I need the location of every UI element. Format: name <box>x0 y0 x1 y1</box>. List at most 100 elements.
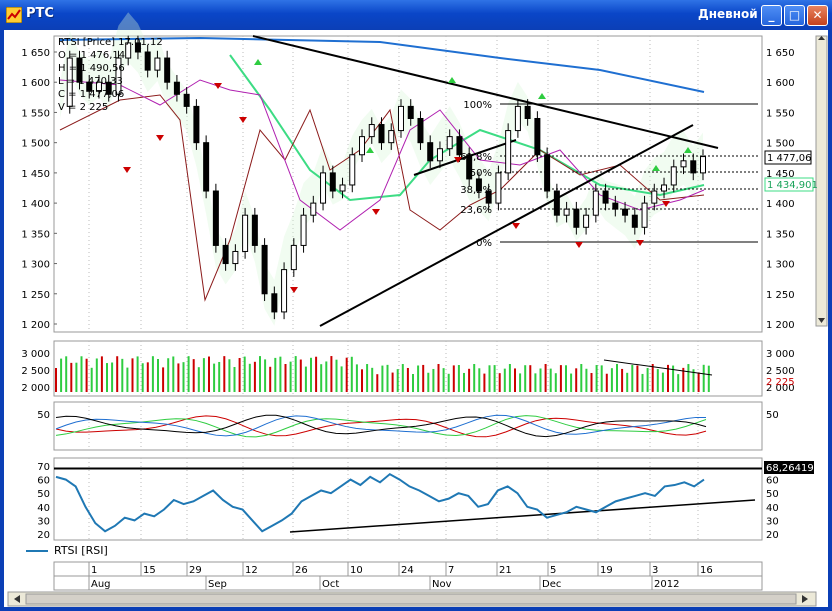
support-trendline <box>319 124 694 327</box>
ohlc-name: RTSI [Price] 17.01.12 <box>58 37 163 48</box>
oscillator-line <box>55 415 707 438</box>
fractal-down-icon <box>636 240 644 246</box>
rsi-tick-right: 30 <box>766 516 779 527</box>
price-tick-left: 1 500 <box>21 139 50 150</box>
time-day-label: 24 <box>401 565 414 576</box>
price-tick-left: 1 450 <box>21 169 50 180</box>
inner-trendline <box>413 139 517 176</box>
time-day-label: 29 <box>189 565 202 576</box>
candle-body <box>271 293 278 313</box>
candle-body <box>388 130 395 144</box>
candle-body <box>115 57 122 95</box>
time-day-label: 15 <box>143 565 156 576</box>
fib-level-label: 23,6% <box>460 205 492 216</box>
rsi-tick-right: 60 <box>766 476 779 487</box>
candle-body <box>154 57 161 71</box>
candle-body <box>222 244 229 265</box>
candle-body <box>144 51 151 71</box>
rsi-level-label: 68,26419 <box>766 463 814 474</box>
ohlc-close: C = 1 477,06 <box>58 89 125 100</box>
candle-body <box>495 172 502 204</box>
fractal-up-icon <box>684 147 692 153</box>
fractal-down-icon <box>214 83 222 89</box>
candle-body <box>427 142 434 162</box>
fib-level-label: 50% <box>470 168 492 179</box>
minimize-icon: _ <box>768 8 775 22</box>
scroll-left-icon[interactable] <box>14 595 20 603</box>
minimize-button[interactable]: _ <box>761 5 782 26</box>
time-scroll-thumb[interactable] <box>25 593 797 605</box>
scroll-up-icon[interactable] <box>818 36 825 40</box>
candle-body <box>700 156 706 174</box>
scroll-down-icon[interactable] <box>818 318 825 323</box>
chart-app-icon <box>6 7 22 23</box>
candle-body <box>407 105 414 119</box>
price-tick-right: 1 200 <box>766 320 795 331</box>
indicator-value-label: 1 434,901 <box>767 180 818 191</box>
osc-tick-left: 50 <box>37 410 50 421</box>
candle-body <box>86 81 93 92</box>
fractal-down-icon <box>156 135 164 141</box>
volume-tick-left: 2 000 <box>21 383 50 394</box>
maximize-button[interactable]: □ <box>784 5 805 26</box>
volume-bars <box>55 356 713 392</box>
candle-body <box>105 81 112 95</box>
price-panel <box>53 35 763 333</box>
candle-body <box>368 124 375 138</box>
ohlc-low: L = 1 470,33 <box>58 76 123 87</box>
oscillator-line <box>55 414 707 438</box>
fractal-down-icon <box>662 201 670 207</box>
rsi-tick-left: 50 <box>37 489 50 500</box>
candle-body <box>232 250 239 265</box>
rsi-line <box>54 467 762 533</box>
rsi-tick-left: 40 <box>37 503 50 514</box>
fractal-down-icon <box>512 223 520 229</box>
price-tick-left: 1 300 <box>21 260 50 271</box>
candle-body <box>670 166 677 186</box>
close-button[interactable]: ✕ <box>807 5 828 26</box>
fractal-up-icon <box>652 165 660 171</box>
candle-body <box>242 214 249 252</box>
ohlc-open: O = 1 476,14 <box>58 50 126 61</box>
candle-body <box>95 81 102 92</box>
fractal-down-icon <box>454 157 462 163</box>
oscillator-lines <box>55 414 707 438</box>
time-day-label: 3 <box>652 565 658 576</box>
scroll-right-icon[interactable] <box>802 595 808 603</box>
candle-body <box>212 190 219 246</box>
candle-body <box>622 208 629 216</box>
time-month-label: Oct <box>322 579 339 590</box>
candle-body <box>456 136 463 156</box>
time-day-label: 21 <box>499 565 512 576</box>
rsi-series <box>55 472 705 533</box>
long-moving-average <box>59 36 705 93</box>
candle-body <box>329 172 336 192</box>
period-label[interactable]: Дневной <box>698 7 758 21</box>
last-price-box <box>764 150 812 165</box>
time-month-label: Aug <box>91 579 111 590</box>
candle-body <box>446 136 453 150</box>
time-month-label: Nov <box>432 579 452 590</box>
fib-level-label: 61,8% <box>460 152 492 163</box>
candle-body <box>466 154 473 180</box>
candle-body <box>203 142 210 192</box>
time-day-label: 16 <box>700 565 713 576</box>
time-day-label: 19 <box>600 565 613 576</box>
price-tick-right: 1 650 <box>766 48 795 59</box>
candle-body <box>281 269 288 313</box>
last-price-label: 1 477,06 <box>767 153 812 164</box>
price-axis: 1 650 1 650 1 600 1 600 1 550 1 550 1 500 1 500… <box>21 48 818 331</box>
time-day-label: 12 <box>245 565 258 576</box>
osc-tick-right: 50 <box>766 410 779 421</box>
time-day-label: 7 <box>448 565 454 576</box>
candle-body <box>485 190 492 204</box>
fractal-up-icon <box>366 147 374 153</box>
candle-body <box>378 124 385 144</box>
volume-tick-right: 2 000 <box>766 383 795 394</box>
window-title: РТС <box>26 6 54 21</box>
candle-body <box>563 208 570 216</box>
price-tick-left: 1 350 <box>21 229 50 240</box>
candle-body <box>183 93 190 107</box>
rsi-legend[interactable]: RTSI [RSI] <box>26 544 108 557</box>
